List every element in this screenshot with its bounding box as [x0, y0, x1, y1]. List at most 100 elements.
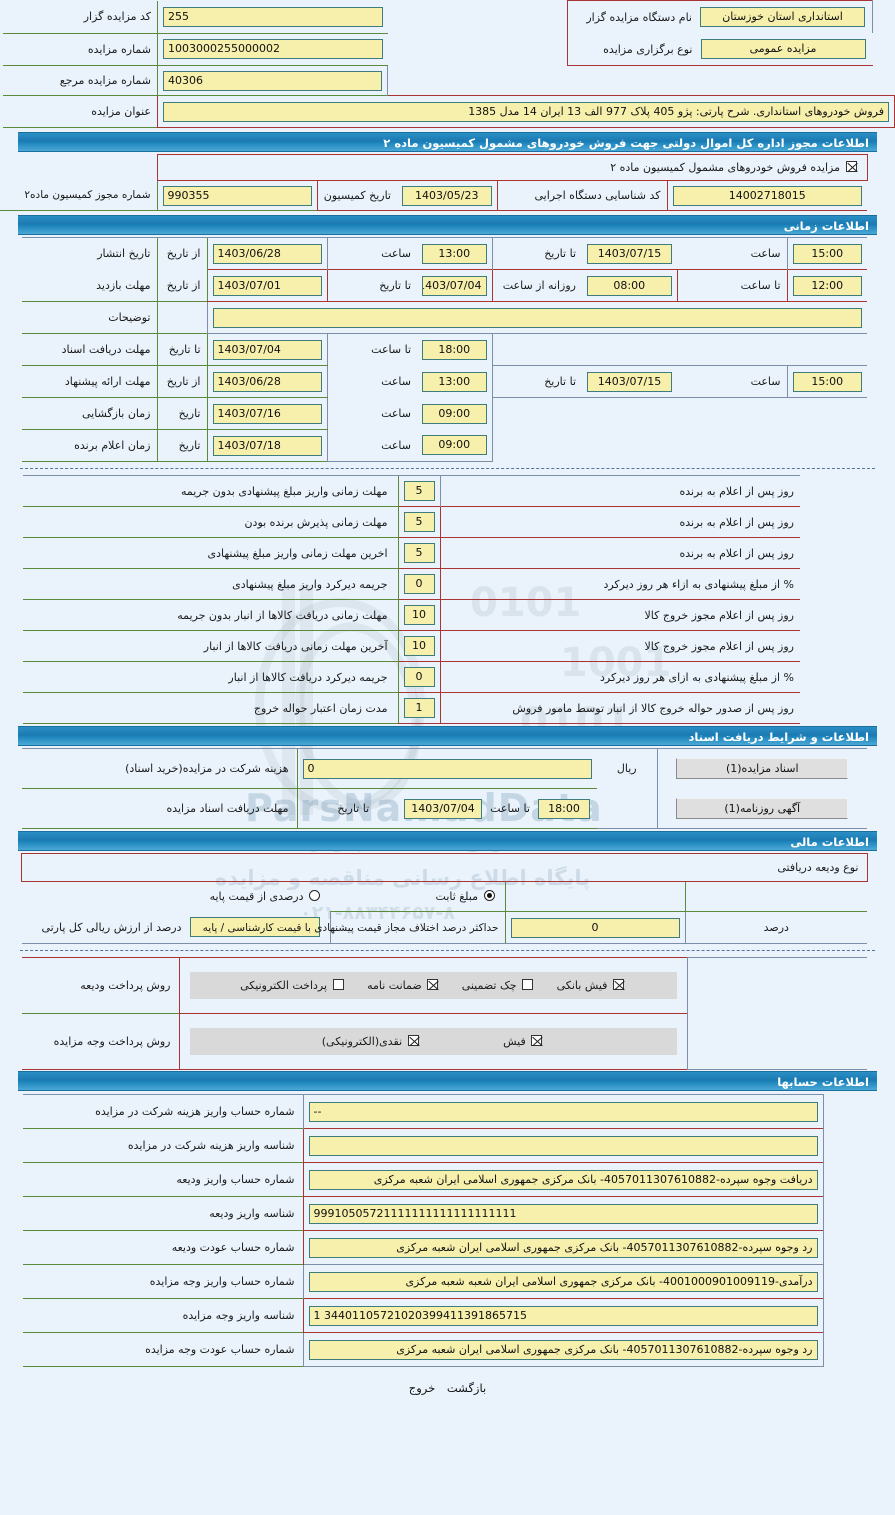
- permit-table: مزایده فروش خودروهای مشمول کمیسیون ماده …: [0, 154, 895, 211]
- account-6-value[interactable]: 34401105721020399411391865715 1: [308, 1305, 818, 1326]
- docs-deadline-date-label: تا تاریخ: [157, 333, 208, 366]
- payment-cash-electronic-checkbox[interactable]: [407, 1035, 419, 1046]
- rule-2-value[interactable]: 5: [403, 543, 435, 563]
- permit-section-bar: اطلاعات مجوز اداره کل اموال دولتی جهت فر…: [18, 132, 877, 152]
- proposal-to-hour-value[interactable]: 15:00: [792, 371, 862, 392]
- account-5-value[interactable]: درآمدی-4001000901009119- بانک مرکزی جمهو…: [308, 1271, 818, 1292]
- fixed-amount-label: مبلغ ثابت: [435, 890, 478, 903]
- deposit-type-label: نوع ودیعه دریافتی: [21, 853, 868, 882]
- percent-of-base-radio[interactable]: [309, 890, 320, 902]
- cell-permit-checkbox: مزایده فروش خودروهای مشمول کمیسیون ماده …: [156, 154, 868, 181]
- fixed-amount-radio[interactable]: [483, 890, 495, 901]
- rule-1-label: مهلت زمانی پذیرش برنده بودن: [23, 506, 399, 538]
- percent-of-total-value[interactable]: [189, 917, 320, 938]
- rule-0-value[interactable]: 5: [403, 481, 435, 501]
- account-1-value[interactable]: [308, 1135, 818, 1156]
- deposit-electronic-label: پرداخت الکترونیکی: [240, 979, 328, 992]
- agency-identifier-value[interactable]: 14002718015: [672, 185, 862, 206]
- agency-name-value[interactable]: استانداری استان خوزستان: [700, 7, 865, 27]
- publish-to-date-value[interactable]: 1403/07/15: [587, 243, 672, 264]
- opening-hour-label: ساعت: [381, 407, 411, 420]
- auction-documents-button[interactable]: اسناد مزایده(1): [676, 758, 849, 780]
- cell-agency-name: استانداری استان خوزستان نام دستگاه مزاید…: [567, 0, 873, 33]
- opening-date-label: تاریخ: [157, 397, 208, 430]
- max-diff-value[interactable]: 0: [510, 917, 680, 938]
- table-row-account-7: رد وجوه سپرده-4057011307610882- بانک مرک…: [0, 1332, 895, 1367]
- max-diff-unit: درصد: [684, 911, 867, 944]
- notes-label: توضیحات: [22, 301, 158, 334]
- account-0-value[interactable]: --: [308, 1101, 818, 1122]
- table-row-auctioneer-code: استانداری استان خوزستان نام دستگاه مزاید…: [0, 0, 895, 34]
- notes-value[interactable]: [212, 307, 862, 328]
- account-0-label: شماره حساب واریز هزینه شرکت در مزایده: [23, 1094, 304, 1129]
- deposit-guarantee-letter-checkbox[interactable]: [427, 979, 439, 990]
- visit-to-date-value[interactable]: 1403/07/04: [422, 275, 487, 296]
- winner-date-label: تاریخ: [157, 429, 208, 462]
- account-7-value[interactable]: رد وجوه سپرده-4057011307610882- بانک مرک…: [308, 1339, 818, 1360]
- rule-3-value[interactable]: 0: [403, 574, 435, 594]
- rule-7-value[interactable]: 1: [403, 698, 435, 718]
- account-2-value[interactable]: دریافت وجوه سپرده-4057011307610882- بانک…: [308, 1169, 818, 1190]
- table-row-permit-details: 14002718015 کد شناسایی دستگاه اجرایی 140…: [0, 180, 895, 211]
- auction-type-value[interactable]: مزایده عمومی: [700, 39, 866, 59]
- opening-date-value[interactable]: 1403/07/16: [212, 403, 322, 424]
- table-row-proposal-deadline: 15:00 ساعت 1403/07/15 تا تاریخ 13:00 ساع…: [0, 365, 895, 398]
- newspaper-ad-button[interactable]: آگهی روزنامه(1): [676, 797, 849, 819]
- account-3-value[interactable]: 99910505721111111111111111111: [308, 1203, 818, 1224]
- account-7-label: شماره حساب عودت وجه مزایده: [23, 1332, 304, 1367]
- publish-from-date-value[interactable]: 1403/06/28: [212, 243, 322, 264]
- docs-section-bar: اطلاعات و شرایط دریافت اسناد: [18, 726, 877, 746]
- deposit-electronic-checkbox[interactable]: [332, 979, 344, 990]
- accounts-section: اطلاعات حسابها: [0, 1071, 895, 1091]
- auction-number-value[interactable]: 1003000255000002: [163, 39, 383, 60]
- rule-6-value[interactable]: 0: [403, 667, 435, 687]
- rule-3-unit: % از مبلغ پیشنهادی به ازاء هر روز دیرکرد: [439, 568, 800, 600]
- account-4-value[interactable]: رد وجوه سپرده-4057011307610882- بانک مرک…: [308, 1237, 818, 1258]
- docs-receive-hour-label: تا ساعت: [490, 802, 530, 815]
- participation-fee-value[interactable]: 0: [302, 758, 592, 779]
- docs-receive-hour-value[interactable]: 18:00: [538, 798, 590, 819]
- table-row-account-3: 99910505721111111111111111111 شناسه واری…: [0, 1196, 895, 1231]
- deposit-guaranteed-check-checkbox[interactable]: [522, 979, 534, 990]
- rule-4-value[interactable]: 10: [403, 605, 435, 625]
- permit-checkbox[interactable]: [845, 161, 857, 172]
- table-row-reference-number: 40306 شماره مزایده مرجع: [0, 65, 895, 96]
- table-row-auction-number: مزایده عمومی نوع برگزاری مزایده 10030002…: [0, 33, 895, 66]
- visit-deadline-label: مهلت بازدید: [22, 269, 158, 302]
- payment-receipt-checkbox[interactable]: [531, 1035, 543, 1046]
- auction-title-value[interactable]: فروش خودروهای استانداری. شرح پارتی: پژو …: [163, 101, 889, 122]
- visit-daily-from-value[interactable]: 08:00: [587, 275, 672, 296]
- rule-5-value[interactable]: 10: [403, 636, 435, 656]
- commission-date-value[interactable]: 1403/05/23: [402, 185, 492, 206]
- publish-hour-value[interactable]: 13:00: [422, 243, 487, 264]
- docs-deadline-date-value[interactable]: 1403/07/04: [212, 339, 322, 360]
- auctioneer-code-label: کد مزایده گزار: [2, 0, 158, 34]
- visit-to-hour-value[interactable]: 12:00: [792, 275, 862, 296]
- proposal-to-hour-label: ساعت: [677, 365, 787, 398]
- visit-from-date-value[interactable]: 1403/07/01: [212, 275, 322, 296]
- fee-currency-unit: ریال: [597, 748, 658, 789]
- docs-receive-date-value[interactable]: 1403/07/04: [404, 798, 482, 819]
- back-link[interactable]: بازگشت: [446, 1381, 487, 1395]
- proposal-to-date-value[interactable]: 1403/07/15: [587, 371, 672, 392]
- exit-link[interactable]: خروج: [408, 1381, 436, 1395]
- proposal-from-date-value[interactable]: 1403/06/28: [212, 371, 322, 392]
- docs-section: اطلاعات و شرایط دریافت اسناد: [0, 726, 895, 746]
- deposit-bank-receipt-checkbox[interactable]: [612, 979, 624, 990]
- opening-time-label: زمان بازگشایی: [22, 397, 158, 430]
- publish-to-hour-value[interactable]: 15:00: [792, 243, 862, 264]
- rule-1-value[interactable]: 5: [403, 512, 435, 532]
- winner-date-value[interactable]: 1403/07/18: [212, 435, 322, 456]
- permit-number-label: شماره مجوز کمیسیون ماده٢: [0, 180, 158, 211]
- auction-header-table: استانداری استان خوزستان نام دستگاه مزاید…: [0, 0, 895, 128]
- proposal-hour-value[interactable]: 13:00: [422, 371, 487, 392]
- winner-hour-value[interactable]: 09:00: [422, 435, 487, 456]
- reference-number-value[interactable]: 40306: [163, 70, 382, 91]
- auctioneer-code-value[interactable]: 255: [163, 6, 383, 27]
- opening-hour-value[interactable]: 09:00: [422, 403, 487, 424]
- permit-number-value[interactable]: 990355: [162, 185, 312, 206]
- docs-deadline-hour-value[interactable]: 18:00: [422, 339, 487, 360]
- cell-deposit-payment-options: فیش بانکی چک تضمینی ضمانت نامه پرداخت ال…: [178, 957, 687, 1014]
- rule-7-label: مدت زمان اعتبار حواله خروج: [23, 692, 399, 724]
- table-row-rule-3: % از مبلغ پیشنهادی به ازاء هر روز دیرکرد…: [0, 568, 895, 600]
